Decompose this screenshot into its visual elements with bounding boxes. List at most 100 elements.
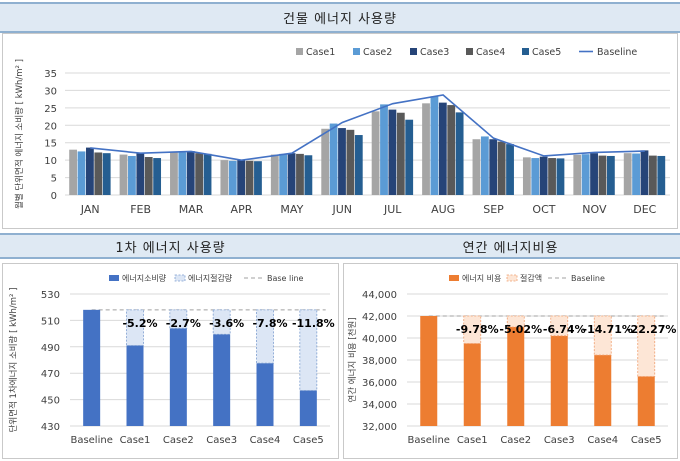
legend-label: 에너지 비용 bbox=[462, 273, 501, 283]
bar-case2 bbox=[228, 160, 237, 195]
primary-energy-banner: 1차 에너지 사용량 bbox=[0, 233, 341, 259]
bar-case3 bbox=[388, 109, 397, 195]
bar-case5 bbox=[254, 161, 262, 195]
bar-case4 bbox=[598, 155, 607, 195]
y-tick-label: 430 bbox=[41, 422, 60, 433]
savings-label: -6.74% bbox=[543, 323, 586, 336]
y-tick-label: 32,000 bbox=[362, 422, 397, 433]
bar-case1 bbox=[573, 154, 582, 195]
legend-label: 에너지소비량 bbox=[122, 273, 167, 283]
y-tick-label: 510 bbox=[41, 316, 60, 327]
bar-case1 bbox=[321, 128, 330, 195]
bar-case3 bbox=[237, 160, 246, 195]
bar-case4 bbox=[144, 157, 153, 195]
x-tick-label: DEC bbox=[633, 203, 656, 216]
bar-case2 bbox=[430, 96, 439, 195]
x-tick-label: SEP bbox=[483, 203, 504, 216]
savings-bar bbox=[550, 315, 569, 337]
consumption-bar bbox=[256, 363, 274, 426]
y-tick-label: 42,000 bbox=[362, 312, 397, 323]
savings-bar bbox=[169, 309, 188, 329]
bar-case3 bbox=[438, 102, 447, 195]
savings-label: -3.6% bbox=[209, 317, 244, 330]
x-tick-label: MAY bbox=[280, 203, 303, 216]
bar-case2 bbox=[178, 152, 187, 195]
legend-swatch bbox=[109, 275, 119, 281]
bar-case4 bbox=[548, 158, 556, 195]
x-tick-label: OCT bbox=[532, 203, 555, 216]
x-tick-label: Case3 bbox=[206, 435, 237, 446]
y-tick-label: 10 bbox=[44, 156, 57, 167]
x-tick-label: Case5 bbox=[631, 435, 662, 446]
primary-energy-title: 1차 에너지 사용량 bbox=[115, 240, 226, 256]
x-tick-label: AUG bbox=[431, 203, 455, 216]
bar-case3 bbox=[136, 153, 145, 195]
legend-swatch bbox=[410, 48, 417, 55]
bar-case3 bbox=[86, 147, 94, 195]
legend-label: Case4 bbox=[476, 47, 505, 58]
x-tick-label: Case1 bbox=[457, 435, 488, 446]
x-tick-label: JAN bbox=[80, 203, 100, 216]
bar-case5 bbox=[203, 153, 212, 195]
y-tick-label: 20 bbox=[44, 121, 57, 132]
bar-case3 bbox=[489, 139, 498, 195]
primary-energy-chart: 430 450 470 490 510 530 Baseline -5.2% Case1 -2.7… bbox=[8, 273, 335, 446]
annual-cost-chart: 32,000 34,000 36,000 38,000 40,000 42,000 44,0… bbox=[347, 273, 676, 446]
savings-label: -11.8% bbox=[292, 317, 335, 330]
bar-case4 bbox=[296, 153, 304, 195]
x-tick-label: Case2 bbox=[163, 435, 194, 446]
consumption-bar bbox=[463, 343, 481, 426]
bar-case1 bbox=[69, 149, 78, 195]
x-tick-label: NOV bbox=[582, 203, 607, 216]
bar-case2 bbox=[581, 154, 590, 195]
bar-case1 bbox=[472, 139, 481, 195]
monthly-energy-banner: 건물 에너지 사용량 bbox=[0, 2, 680, 33]
y-tick-label: 36,000 bbox=[362, 378, 397, 389]
savings-bar bbox=[463, 315, 482, 344]
savings-label: -22.27% bbox=[626, 323, 676, 336]
legend-swatch bbox=[296, 48, 303, 55]
savings-label: -2.7% bbox=[166, 317, 201, 330]
y-tick-label: 470 bbox=[41, 369, 60, 380]
bar-case4 bbox=[447, 105, 456, 195]
consumption-bar bbox=[169, 328, 187, 426]
consumption-bar bbox=[637, 376, 655, 426]
bar-case3 bbox=[590, 153, 598, 195]
bar-case3 bbox=[338, 128, 346, 195]
bar-case3 bbox=[186, 151, 195, 195]
bar-case1 bbox=[119, 154, 128, 195]
consumption-bar bbox=[299, 390, 317, 426]
x-tick-label: Case4 bbox=[587, 435, 618, 446]
savings-label: -5.02% bbox=[499, 323, 542, 336]
bar-case4 bbox=[497, 141, 506, 195]
x-tick-label: MAR bbox=[179, 203, 204, 216]
y-tick-label: 34,000 bbox=[362, 400, 397, 411]
bar-case5 bbox=[354, 135, 363, 195]
bar-case5 bbox=[102, 153, 111, 195]
x-tick-label: Baseline bbox=[70, 435, 112, 446]
y-tick-label: 44,000 bbox=[362, 290, 397, 301]
x-tick-label: Case3 bbox=[544, 435, 575, 446]
savings-label: -14.71% bbox=[583, 323, 633, 336]
consumption-bar bbox=[507, 327, 525, 426]
savings-bar bbox=[637, 315, 656, 377]
x-tick-label: Case1 bbox=[120, 435, 151, 446]
bar-case5 bbox=[657, 155, 666, 195]
savings-bar bbox=[299, 309, 318, 391]
legend-swatch bbox=[522, 48, 529, 55]
savings-bar bbox=[506, 315, 525, 328]
y-tick-label: 0 bbox=[51, 191, 57, 202]
bar-case5 bbox=[455, 112, 464, 195]
y-tick-label: 5 bbox=[51, 174, 57, 185]
annual-cost-title: 연간 에너지비용 bbox=[462, 240, 559, 256]
bar-case3 bbox=[640, 150, 649, 195]
x-tick-label: JUN bbox=[332, 203, 353, 216]
y-tick-label: 40,000 bbox=[362, 334, 397, 345]
legend-label: Case3 bbox=[420, 47, 449, 58]
consumption-bar bbox=[126, 345, 144, 426]
bar-case2 bbox=[531, 158, 540, 195]
bar-case1 bbox=[371, 111, 380, 195]
bar-case1 bbox=[422, 103, 430, 195]
legend-swatch bbox=[353, 48, 360, 55]
y-tick-label: 30 bbox=[44, 86, 57, 97]
